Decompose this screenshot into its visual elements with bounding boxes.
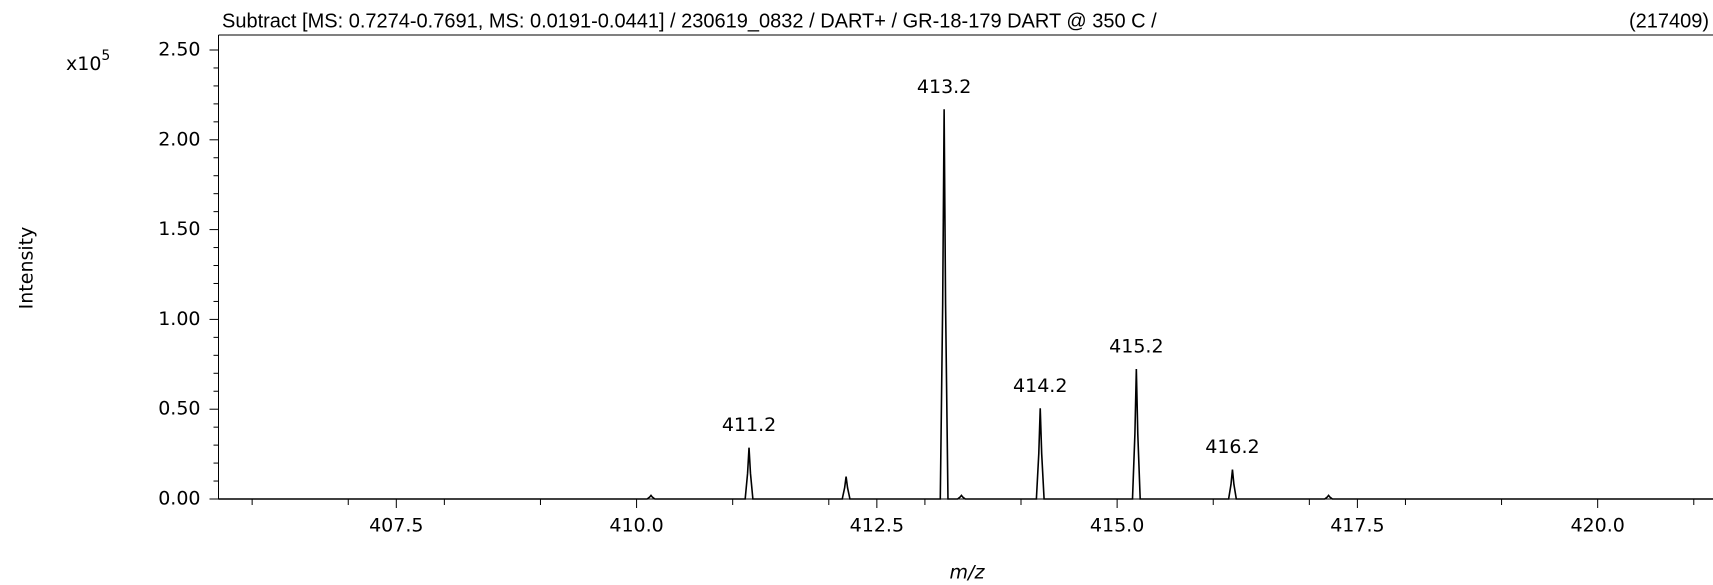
x-tick-label: 420.0 [1570, 515, 1624, 537]
peak-label: 411.2 [722, 414, 776, 436]
x-tick-label: 407.5 [369, 515, 423, 537]
x-tick-label: 410.0 [609, 515, 663, 537]
y-axis-label: Intensity [16, 227, 38, 310]
y-multiplier: x105 [66, 48, 110, 75]
y-tick-label: 2.00 [158, 128, 200, 150]
y-tick-label: 2.50 [158, 39, 200, 61]
y-tick-label: 1.00 [158, 308, 200, 330]
y-tick-label: 0.50 [158, 398, 200, 420]
peak-label: 413.2 [917, 76, 971, 98]
peak-label: 415.2 [1109, 335, 1163, 357]
x-axis-label: m/z [950, 562, 986, 584]
x-tick-label: 412.5 [850, 515, 904, 537]
y-multiplier-exponent: 5 [101, 48, 110, 64]
y-multiplier-base: x10 [66, 53, 101, 75]
y-tick-label: 1.50 [158, 218, 200, 240]
chart-title: Subtract [MS: 0.7274-0.7691, MS: 0.0191-… [222, 10, 1157, 32]
chart-title-right: (217409) [1629, 10, 1709, 32]
peak-label: 416.2 [1205, 436, 1259, 458]
peak-label: 414.2 [1013, 375, 1067, 397]
x-tick-label: 415.0 [1090, 515, 1144, 537]
x-tick-label: 417.5 [1330, 515, 1384, 537]
y-tick-label: 0.00 [158, 488, 200, 510]
spectrum-line [218, 109, 1713, 500]
